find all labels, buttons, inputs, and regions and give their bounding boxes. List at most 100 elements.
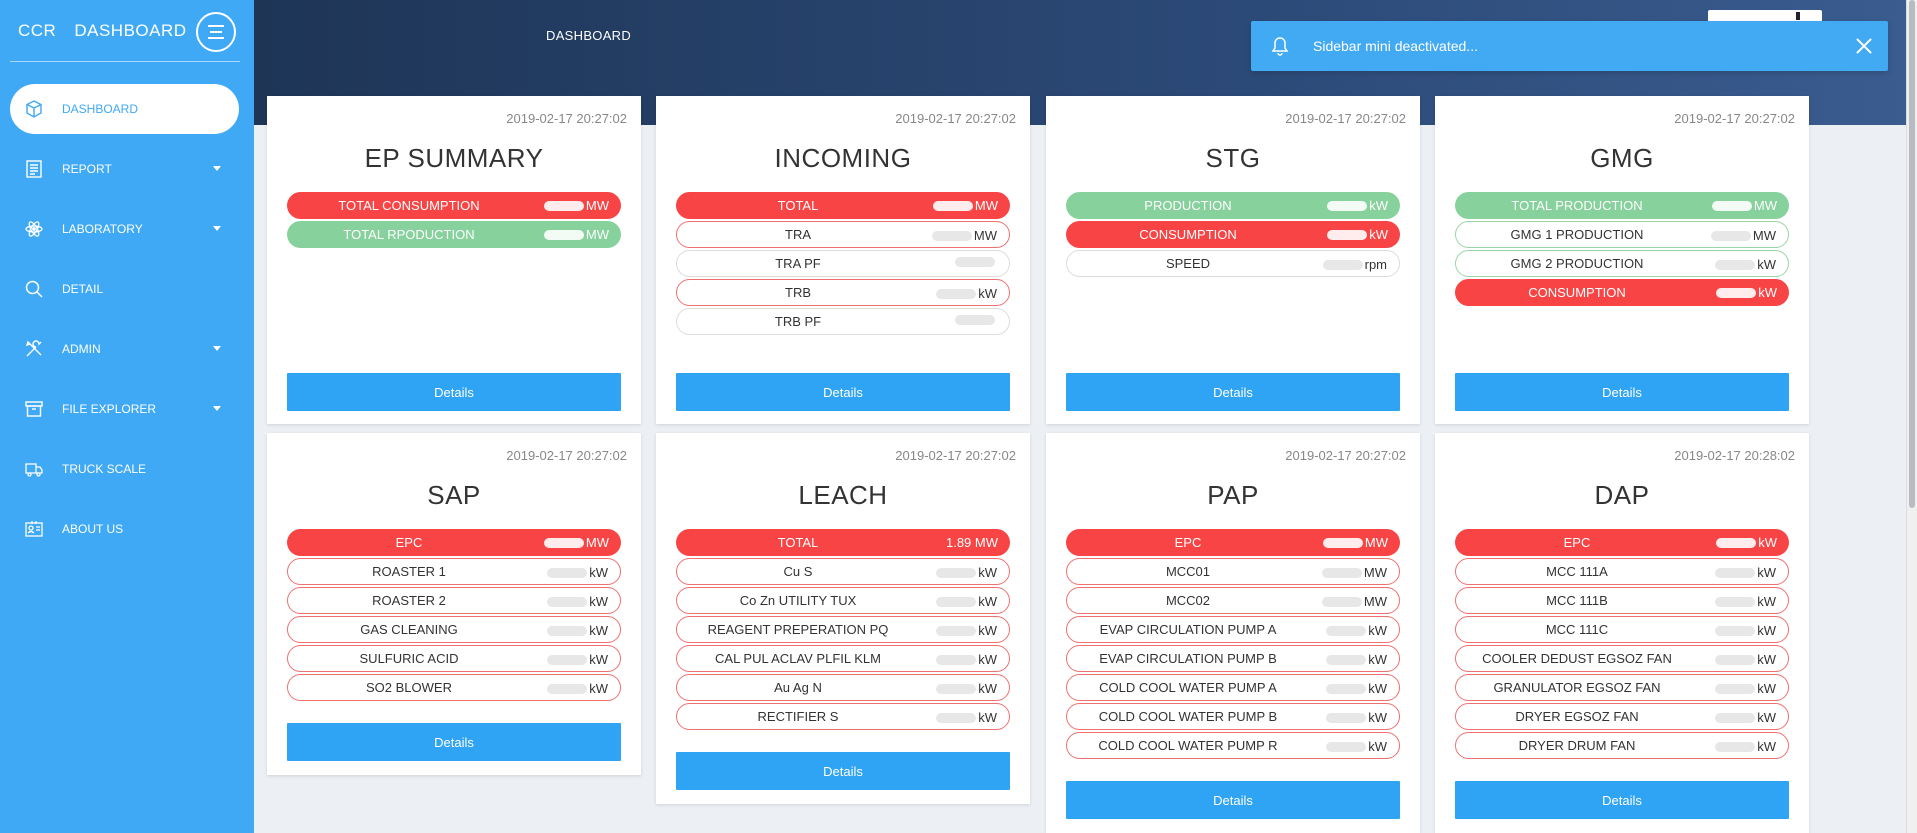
card-timestamp: 2019-02-17 20:27:02 (895, 448, 1016, 463)
menu-toggle-button[interactable] (196, 12, 236, 52)
metric-list: TOTAL MW TRA MW TRA PF TRB kW TRB PF (676, 192, 1010, 337)
redacted-value (1710, 230, 1751, 241)
metric-row: TOTAL RPODUCTION MW (287, 221, 621, 248)
card-timestamp: 2019-02-17 20:27:02 (1285, 111, 1406, 126)
metric-row: TRB kW (676, 279, 1010, 306)
metric-unit: kW (1368, 739, 1387, 754)
metric-value: kW (1716, 535, 1777, 550)
metric-row: EVAP CIRCULATION PUMP A kW (1066, 616, 1400, 643)
sidebar-item-truck-scale[interactable]: TRUCK SCALE (10, 444, 239, 494)
metric-row: EPC kW (1455, 529, 1789, 556)
details-button[interactable]: Details (1455, 781, 1789, 819)
close-icon[interactable] (1852, 34, 1876, 58)
metric-value: kW (1326, 681, 1387, 696)
metric-row: CONSUMPTION kW (1455, 279, 1789, 306)
sidebar-item-label: DASHBOARD (62, 102, 139, 116)
header-user-widget[interactable] (1708, 10, 1822, 22)
truck-icon (24, 459, 44, 479)
metric-label: EPC (1563, 535, 1591, 550)
redacted-value (1322, 259, 1363, 270)
redacted-value (1715, 567, 1756, 578)
metric-label: GMG 1 PRODUCTION (1510, 227, 1644, 242)
metric-label: EPC (395, 535, 423, 550)
redacted-value (1716, 537, 1757, 548)
metric-label: TOTAL PRODUCTION (1511, 198, 1643, 213)
details-button[interactable]: Details (1066, 373, 1400, 411)
metric-unit: kW (589, 652, 608, 667)
metric-unit: MW (1364, 535, 1388, 550)
sidebar-item-report[interactable]: REPORT (10, 144, 239, 194)
metric-row: GAS CLEANING kW (287, 616, 621, 643)
sidebar-item-admin[interactable]: ADMIN (10, 324, 239, 374)
details-button[interactable]: Details (287, 373, 621, 411)
archive-icon (24, 399, 44, 419)
report-icon (24, 159, 44, 179)
metric-label: MCC 111A (1546, 564, 1608, 579)
metric-value: kW (936, 681, 997, 696)
metric-value: MW (1322, 535, 1388, 550)
sidebar-item-detail[interactable]: DETAIL (10, 264, 239, 314)
metric-value: kW (1327, 198, 1388, 213)
metric-unit: kW (1368, 710, 1387, 725)
metric-row: MCC 111A kW (1455, 558, 1789, 585)
metric-value: kW (1715, 652, 1776, 667)
metric-row: EVAP CIRCULATION PUMP B kW (1066, 645, 1400, 672)
redacted-value (1326, 683, 1367, 694)
scrollbar-thumb[interactable] (1909, 0, 1915, 508)
metric-value: rpm (1322, 257, 1387, 272)
metric-label: MCC02 (1165, 593, 1211, 608)
sidebar-item-file-explorer[interactable]: FILE EXPLORER (10, 384, 239, 434)
sidebar-nav: DASHBOARD REPORT LABORATORY DETAIL (0, 62, 254, 554)
metric-label: CAL PUL ACLAV PLFIL KLM (715, 651, 881, 666)
metric-row: TRA MW (676, 221, 1010, 248)
redacted-value (932, 200, 973, 211)
metric-unit: kW (978, 710, 997, 725)
metric-unit: kW (978, 681, 997, 696)
redacted-value (936, 683, 977, 694)
redacted-value (955, 257, 995, 267)
metric-unit: MW (1363, 565, 1387, 580)
metric-label: DRYER DRUM FAN (1518, 738, 1636, 753)
redacted-value (547, 596, 588, 607)
metric-row: TOTAL PRODUCTION MW (1455, 192, 1789, 219)
details-button[interactable]: Details (676, 373, 1010, 411)
metric-value: kW (547, 681, 608, 696)
details-button[interactable]: Details (676, 752, 1010, 790)
metric-row: Au Ag N kW (676, 674, 1010, 701)
metric-label: TOTAL (777, 198, 819, 213)
metric-value: kW (1715, 257, 1776, 272)
brand-short: CCR (18, 21, 57, 40)
redacted-value (936, 625, 977, 636)
page-scrollbar[interactable] (1906, 0, 1917, 833)
metric-value: MW (1321, 565, 1387, 580)
redacted-value (1715, 741, 1756, 752)
sidebar-item-label: TRUCK SCALE (62, 462, 147, 476)
metric-label: ROASTER 1 (372, 564, 446, 579)
metric-value: kW (936, 652, 997, 667)
sidebar-item-about-us[interactable]: ABOUT US (10, 504, 239, 554)
sidebar-item-label: DETAIL (62, 282, 104, 296)
metric-row: SPEED rpm (1066, 250, 1400, 277)
metric-unit: 1.89 MW (945, 535, 998, 550)
metric-value: kW (1326, 652, 1387, 667)
sidebar-item-label: REPORT (62, 162, 112, 176)
redacted-value (1716, 287, 1757, 298)
metric-value: kW (1715, 739, 1776, 754)
card-timestamp: 2019-02-17 20:27:02 (1674, 111, 1795, 126)
details-button[interactable]: Details (1455, 373, 1789, 411)
metric-row: MCC 111C kW (1455, 616, 1789, 643)
redacted-value (936, 654, 977, 665)
metric-unit: kW (1369, 227, 1388, 242)
metric-row: Co Zn UTILITY TUX kW (676, 587, 1010, 614)
details-button[interactable]: Details (287, 723, 621, 761)
card-timestamp: 2019-02-17 20:28:02 (1674, 448, 1795, 463)
card-title: PAP (1207, 480, 1259, 510)
metric-list: EPC MW ROASTER 1 kW ROASTER 2 kW GAS CLEANING k… (287, 529, 621, 703)
sidebar-item-laboratory[interactable]: LABORATORY (10, 204, 239, 254)
metric-value: kW (547, 565, 608, 580)
sidebar-item-dashboard[interactable]: DASHBOARD (10, 84, 239, 134)
card-timestamp: 2019-02-17 20:27:02 (1285, 448, 1406, 463)
bell-icon (1269, 35, 1291, 57)
details-button[interactable]: Details (1066, 781, 1400, 819)
card-timestamp: 2019-02-17 20:27:02 (895, 111, 1016, 126)
